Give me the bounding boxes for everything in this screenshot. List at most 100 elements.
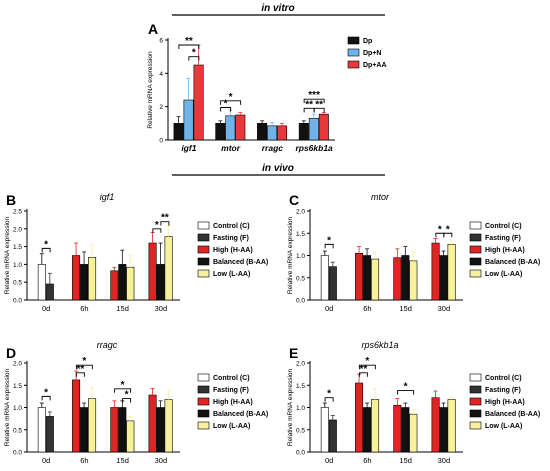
panel-e-category-label: 0d [325,456,333,465]
panel-b-legend-label: Fasting (F) [213,235,249,242]
panel-a-significance-label: * [229,92,233,103]
panel-c-bar [328,266,337,301]
panel-b-significance-bracket [160,221,170,226]
panel-b-significance-label: ** [161,213,169,224]
panel-e-bar [439,407,448,453]
panel-b-legend-swatch [197,245,210,254]
panel-c-bar [363,255,372,301]
panel-d-legend-swatch [197,421,210,430]
panel-b-y-tick-label: 2.5 [13,209,22,216]
panel-e-category-label: 6h [363,456,371,465]
panel-c-bar [393,257,402,301]
panel-e-title: rps6kb1a [361,340,398,350]
panel-d-legend-label: Fasting (F) [213,387,249,394]
panel-a-bar [193,64,204,141]
panel-d-significance-bracket [41,395,51,401]
panel-e-bar [409,413,418,453]
panel-e-y-tick-label: 2.0 [296,361,305,368]
panel-d-bar [72,379,81,453]
panel-a-y-axis-label: Relative mRNA expression [147,51,154,129]
panel-c-y-axis-label: Relative mRNA expression [287,216,294,294]
panel-c-y-tick-label: 0.0 [296,298,305,305]
panel-e-significance-bracket [358,372,368,377]
panel-d-category-label: 30d [155,456,168,465]
panel-a-bar [235,114,246,141]
panel-a-bar [308,118,319,141]
panel-a-legend-swatch [347,48,360,57]
panel-d-significance-bracket [114,388,132,393]
panel-a-significance-label: *** [308,90,320,101]
panel-e-bar [431,397,440,453]
panel-c-bar [371,258,380,301]
in-vitro-label: in vitro [261,3,294,14]
panel-c-y-tick-label: 2.0 [296,209,305,216]
panel-e-legend-swatch [469,421,482,430]
panel-b-y-axis-label: Relative mRNA expression [4,216,11,294]
panel-d-bar [110,407,119,453]
panel-a-legend-swatch [347,36,360,45]
panel-d-category-label: 0d [42,456,50,465]
panel-b-bar [80,264,89,301]
panel-c-legend-swatch [469,233,482,242]
panel-letter-d: D [6,345,16,361]
panel-d-bar [148,394,157,453]
panel-c-category-label: 30d [438,304,451,313]
panel-c-y-tick-label: 0.5 [296,275,305,282]
panel-d-significance-bracket [75,364,93,370]
panel-c-legend-swatch [469,269,482,278]
panel-b-bar [164,236,173,301]
panel-a-legend-swatch [347,60,360,69]
panel-b-bar [110,270,119,301]
panel-d-bar [118,407,127,453]
panel-b-bar [45,283,54,301]
panel-c-legend-swatch [469,221,482,230]
panel-b-y-tick-label: 1.0 [13,262,22,269]
panel-e-category-label: 30d [438,456,451,465]
panel-a-legend-label: Dp+N [363,50,381,57]
panel-a-y-tick-label: 2 [159,104,163,111]
panel-e-significance-bracket [324,397,334,402]
panel-e-y-tick-label: 1.5 [296,383,305,390]
panel-d-bar [88,398,97,453]
panel-c-bar [401,255,410,301]
panel-c-legend-label: Control (C) [485,223,522,230]
panel-b-y-tick-label: 1.5 [13,244,22,251]
panel-e-legend-swatch [469,397,482,406]
panel-b-legend-swatch [197,221,210,230]
panel-e-legend-swatch [469,409,482,418]
panel-d-legend-swatch [197,409,210,418]
panel-a-category-label: rragc [262,143,284,153]
panel-b-legend-swatch [197,257,210,266]
panel-a-significance-bracket [303,98,325,104]
panel-d-significance-label: * [125,390,129,401]
panel-a-legend-label: Dp [363,38,372,45]
panel-a-significance-bracket [220,100,242,105]
panel-b-y-tick-label: 0.5 [13,280,22,287]
panel-e-bar [393,404,402,453]
panel-c-legend-swatch [469,245,482,254]
panel-c-significance-label: * [327,235,331,246]
panel-e-significance-label: * [327,389,331,400]
panel-b-legend-label: Control (C) [213,223,250,230]
panel-e-legend-label: Control (C) [485,375,522,382]
panel-e-legend-label: Fasting (F) [485,387,521,394]
panel-b-bar [148,242,157,301]
panel-d-y-tick-label: 0.0 [13,450,22,457]
panel-e-y-tick-label: 1.0 [296,405,305,412]
panel-c-y-tick-label: 1.5 [296,231,305,238]
panel-c-legend-label: High (H-AA) [485,247,525,254]
panel-c-category-label: 0d [325,304,333,313]
panel-e-legend-swatch [469,385,482,394]
panel-b-bar [118,264,127,301]
panel-e-significance-label: * [365,356,369,367]
panel-c-category-label: 15d [399,304,412,313]
panel-b-legend-swatch [197,233,210,242]
panel-a-bar [183,99,194,141]
panel-c-legend-label: Fasting (F) [485,235,521,242]
panel-e-category-label: 15d [399,456,412,465]
panel-d-y-tick-label: 2.0 [13,361,22,368]
panel-b-bar [37,264,46,301]
